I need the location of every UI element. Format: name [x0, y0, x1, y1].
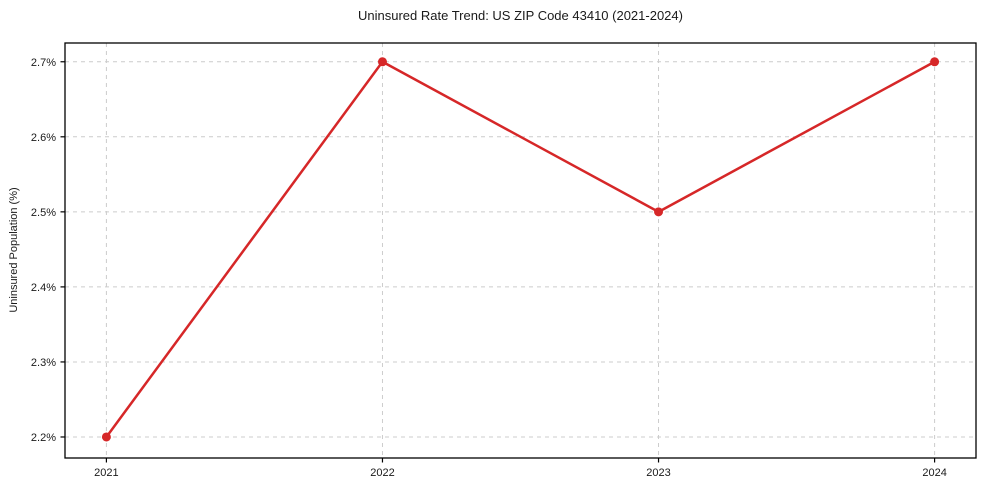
plot-frame	[64, 42, 977, 459]
y-tick-label: 2.4%	[31, 282, 56, 294]
data-point	[930, 57, 940, 67]
data-point	[377, 57, 387, 67]
x-tick-label: 2024	[922, 467, 946, 479]
data-point	[654, 207, 664, 217]
trend-line	[105, 60, 936, 439]
y-tick-label: 2.3%	[31, 357, 56, 369]
y-tick-label: 2.5%	[31, 207, 56, 219]
y-tick-label: 2.6%	[31, 132, 56, 144]
data-point	[101, 432, 111, 442]
y-tick-label: 2.2%	[31, 432, 56, 444]
x-tick-label: 2023	[646, 467, 670, 479]
y-tick-label: 2.7%	[31, 57, 56, 69]
chart-title: Uninsured Rate Trend: US ZIP Code 43410 …	[358, 8, 683, 23]
x-tick-label: 2021	[94, 467, 118, 479]
x-tick-label: 2022	[370, 467, 394, 479]
